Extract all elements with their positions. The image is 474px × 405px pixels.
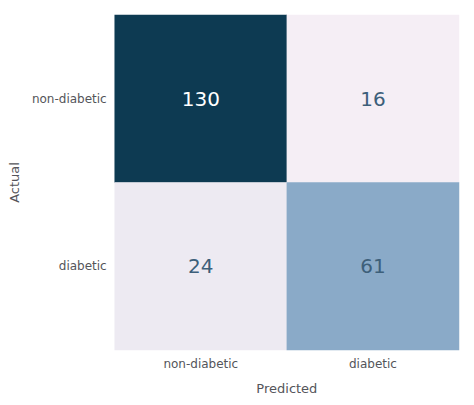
svg-text:non-diabetic: non-diabetic: [163, 357, 238, 371]
svg-text:diabetic: diabetic: [59, 259, 107, 273]
svg-text:Predicted: Predicted: [256, 381, 317, 396]
svg-text:non-diabetic: non-diabetic: [32, 92, 107, 106]
svg-text:130: 130: [182, 87, 220, 111]
svg-text:61: 61: [360, 254, 385, 278]
svg-text:diabetic: diabetic: [349, 357, 397, 371]
svg-text:24: 24: [188, 254, 213, 278]
svg-text:16: 16: [360, 87, 385, 111]
svg-text:Actual: Actual: [7, 162, 22, 203]
